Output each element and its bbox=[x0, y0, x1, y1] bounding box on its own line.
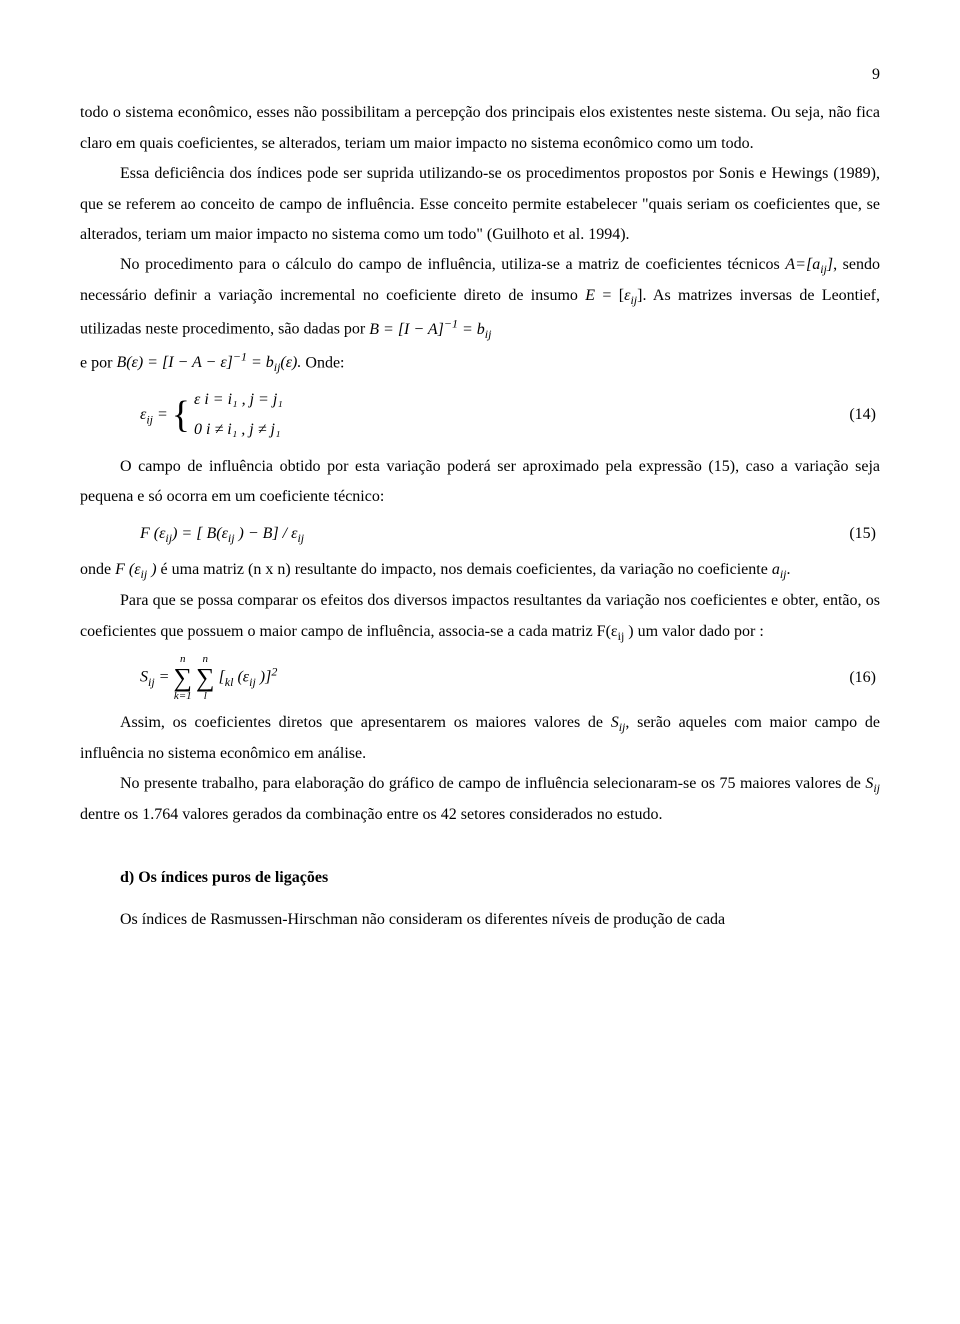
p2-E: E bbox=[585, 287, 595, 304]
paragraph-7: Assim, os coeficientes diretos que apres… bbox=[80, 708, 880, 769]
p5-a-sub: ij bbox=[780, 568, 787, 582]
p2-formula-B-text: B = [I − A] bbox=[369, 321, 444, 338]
eq16-exp: 2 bbox=[271, 664, 277, 678]
subsection-heading: d) Os índices puros de ligações bbox=[80, 863, 880, 893]
p8-pre: No presente trabalho, para elaboração do… bbox=[120, 775, 865, 792]
sigma2-bot: l bbox=[196, 691, 215, 702]
p5-F-close: ) bbox=[147, 561, 156, 578]
page-number: 9 bbox=[80, 60, 880, 90]
p7-S: S bbox=[611, 714, 619, 731]
eq14-cases: ε i = i₁ , j = j₁ 0 i ≠ i₁ , j ≠ j₁ bbox=[194, 385, 283, 446]
brace-icon: { bbox=[172, 396, 190, 434]
p2-formula-B: B = [I − A]−1 = bij bbox=[369, 321, 491, 338]
p3-exp: −1 bbox=[233, 350, 247, 364]
eq15-body: F (εij) = [ B(εij ) − B] / εij bbox=[140, 519, 304, 550]
p3-tail: = b bbox=[247, 354, 274, 371]
paragraph-1a: todo o sistema econômico, esses não poss… bbox=[80, 98, 880, 159]
p2-tail-sub: ij bbox=[485, 327, 492, 341]
p2-eq: = [ bbox=[595, 287, 624, 304]
eq14-case1: ε i = i₁ , j = j₁ bbox=[194, 391, 283, 408]
p3-onde: Onde: bbox=[301, 354, 344, 371]
p2-tail: = b bbox=[458, 321, 485, 338]
eq16-close: )] bbox=[256, 669, 272, 686]
equation-14: εij = { ε i = i₁ , j = j₁ 0 i ≠ i₁ , j ≠… bbox=[140, 385, 880, 446]
p2-text-pre: No procedimento para o cálculo do campo … bbox=[120, 256, 785, 273]
p3-Beps-text: B(ε) = [I − A − ε] bbox=[116, 354, 232, 371]
paragraph-6: Para que se possa comparar os efeitos do… bbox=[80, 586, 880, 647]
eq16-eq: = bbox=[155, 669, 174, 686]
paragraph-5: onde F (ε ij ) é uma matriz (n x n) resul… bbox=[80, 555, 880, 586]
eq16-number: (16) bbox=[849, 663, 880, 693]
p2-exp: −1 bbox=[444, 316, 458, 330]
eq16-ij: ij bbox=[249, 675, 256, 689]
p6-post: ) um valor dado por : bbox=[624, 623, 764, 640]
p5-F: F (ε bbox=[115, 561, 140, 578]
p5-a: a bbox=[772, 561, 780, 578]
p3-tail2: (ε). bbox=[280, 354, 301, 371]
equation-15: F (εij) = [ B(εij ) − B] / εij (15) bbox=[140, 519, 880, 550]
p2-A-sub: ij bbox=[820, 263, 827, 277]
paragraph-1b: Essa deficiência dos índices pode ser su… bbox=[80, 159, 880, 250]
eq14-lhs-sub: ij bbox=[146, 412, 153, 426]
eq15-number: (15) bbox=[849, 519, 880, 549]
eq14-number: (14) bbox=[849, 400, 880, 430]
paragraph-3: e por B(ε) = [I − A − ε]−1 = bij(ε). Ond… bbox=[80, 346, 880, 379]
eq16-mid: (ε bbox=[233, 669, 249, 686]
sigma-2-icon: n ∑ l bbox=[196, 654, 215, 702]
p8-post: dentre os 1.764 valores gerados da combi… bbox=[80, 806, 663, 823]
p3-pre: e por bbox=[80, 354, 116, 371]
p5-mid: é uma matriz (n x n) resultante do impac… bbox=[157, 561, 772, 578]
p3-Beps: B(ε) = [I − A − ε]−1 = bij(ε). bbox=[116, 354, 301, 371]
p2-A: A=[a bbox=[785, 256, 820, 273]
sigma1-bot: k=1 bbox=[173, 691, 192, 702]
paragraph-8: No presente trabalho, para elaboração do… bbox=[80, 769, 880, 830]
paragraph-9: Os índices de Rasmussen-Hirschman não co… bbox=[80, 905, 880, 935]
p8-S-sub: ij bbox=[873, 781, 880, 795]
p7-pre: Assim, os coeficientes diretos que apres… bbox=[120, 714, 611, 731]
equation-16: Sij = n ∑ k=1 n ∑ l [kl (εij )]2 (16) bbox=[140, 654, 880, 702]
p5-pre: onde bbox=[80, 561, 115, 578]
paragraph-4: O campo de influência obtido por esta va… bbox=[80, 452, 880, 513]
eq16-lhs-sub: ij bbox=[148, 675, 155, 689]
sigma-1-icon: n ∑ k=1 bbox=[173, 654, 192, 702]
p5-dot: . bbox=[787, 561, 791, 578]
paragraph-2: No procedimento para o cálculo do campo … bbox=[80, 250, 880, 345]
eq16-lhs: S bbox=[140, 669, 148, 686]
eq14-case2: 0 i ≠ i₁ , j ≠ j₁ bbox=[194, 421, 280, 438]
eq14-eq: = bbox=[153, 406, 172, 423]
